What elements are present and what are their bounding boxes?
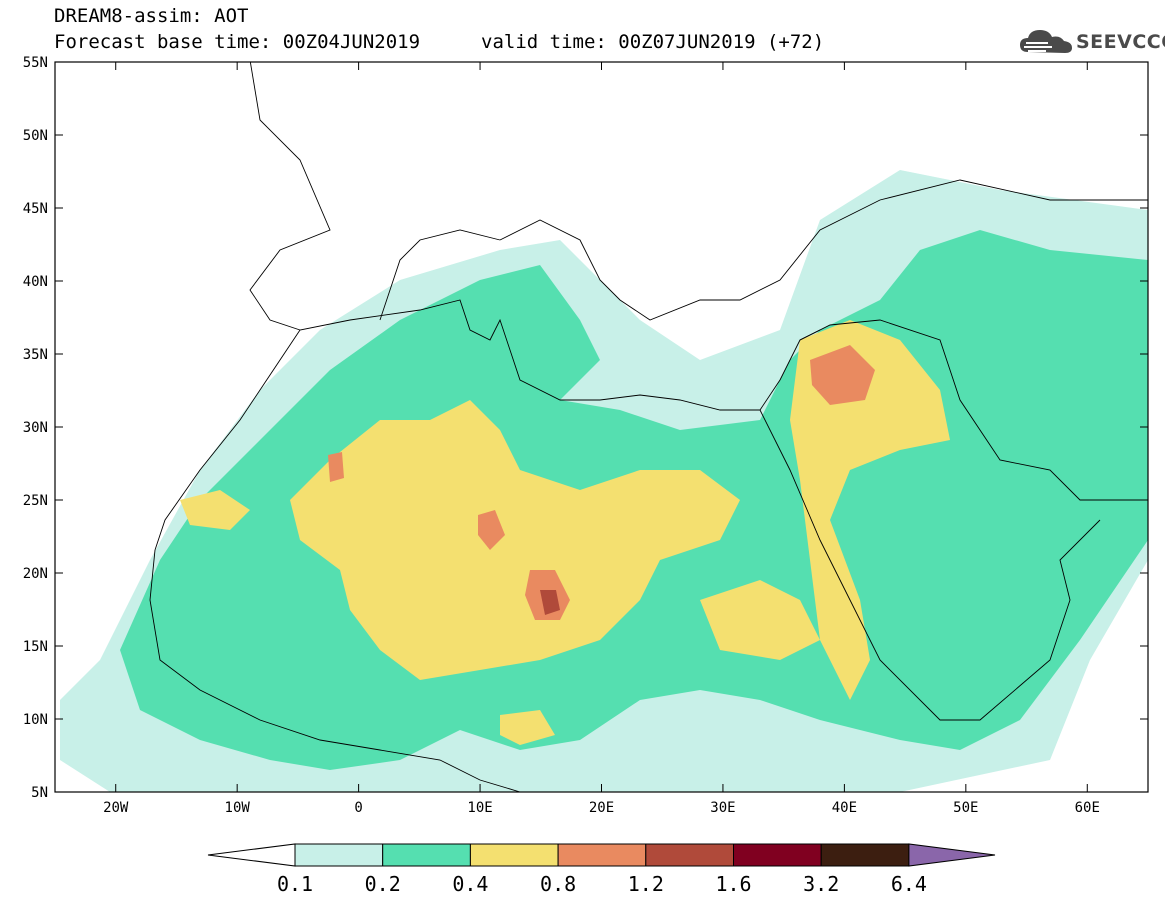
colorbar-segment — [733, 843, 822, 867]
colorbar-segment — [294, 843, 384, 867]
aot-band-1-2 — [540, 590, 560, 615]
colorbar-label: 0.4 — [452, 872, 489, 896]
colorbar-left-arrow — [207, 843, 296, 867]
lon-tick-label: 10E — [467, 800, 492, 816]
colorbar-label: 0.1 — [276, 872, 314, 896]
colorbar-label: 6.4 — [890, 872, 927, 896]
aot-band-0-8-b — [478, 510, 505, 550]
aot-band-0-4-east — [790, 320, 950, 700]
lat-tick-label: 20N — [23, 566, 48, 582]
lat-tick-label: 40N — [23, 274, 48, 290]
latitude-axis: 5N 10N 15N 20N 25N 30N 35N 40N 45N 50N 55N — [23, 55, 1148, 801]
colorbar-segment — [557, 843, 647, 867]
aot-band-0-4-south — [500, 710, 555, 745]
title-line-2: Forecast base time: 00Z04JUN2019 — [54, 31, 421, 53]
lon-tick-label: 30E — [710, 800, 735, 816]
colorbar — [207, 843, 996, 867]
colorbar-label: 1.6 — [715, 872, 752, 896]
seevccc-logo: SEEVCCC — [1018, 26, 1165, 58]
coastlines — [149, 62, 1148, 792]
lat-tick-label: 30N — [23, 420, 48, 436]
colorbar-label: 0.8 — [540, 872, 577, 896]
lat-tick-label: 55N — [23, 55, 48, 71]
aot-band-0-4-west — [180, 490, 250, 530]
lon-tick-label: 50E — [953, 800, 978, 816]
colorbar-segment — [382, 843, 471, 867]
aot-band-0-4 — [290, 400, 740, 680]
lon-tick-label: 20E — [589, 800, 614, 816]
lon-tick-label: 60E — [1075, 800, 1100, 816]
lon-tick-label: 20W — [103, 800, 129, 816]
lat-tick-label: 35N — [23, 347, 48, 363]
title-line-1: DREAM8-assim: AOT — [54, 5, 249, 27]
lat-tick-label: 15N — [23, 639, 48, 655]
colorbar-right-arrow — [908, 843, 996, 867]
lat-tick-label: 25N — [23, 493, 48, 509]
colorbar-label: 1.2 — [627, 872, 664, 896]
lat-tick-label: 5N — [31, 785, 48, 801]
colorbar-label: 0.2 — [364, 872, 401, 896]
lon-tick-label: 10W — [225, 800, 251, 816]
lat-tick-label: 50N — [23, 128, 48, 144]
aot-field — [55, 62, 1148, 792]
lat-tick-label: 45N — [23, 201, 48, 217]
lon-tick-label: 40E — [832, 800, 857, 816]
colorbar-label: 3.2 — [803, 872, 840, 896]
longitude-axis: 20W 10W 0 10E 20E 30E 40E 50E 60E — [103, 62, 1100, 816]
colorbar-segment — [469, 843, 559, 867]
lon-tick-label: 0 — [354, 800, 362, 816]
colorbar-segment — [820, 843, 910, 867]
valid-time: valid time: 00Z07JUN2019 (+72) — [481, 31, 825, 53]
aot-band-0-8-c — [810, 345, 875, 405]
colorbar-segment — [645, 843, 734, 867]
cloud-icon — [1020, 30, 1072, 53]
lat-tick-label: 10N — [23, 712, 48, 728]
logo-text: SEEVCCC — [1076, 31, 1165, 53]
aot-band-0-4-sahel — [700, 580, 820, 660]
aot-band-0-8-d — [328, 452, 344, 482]
